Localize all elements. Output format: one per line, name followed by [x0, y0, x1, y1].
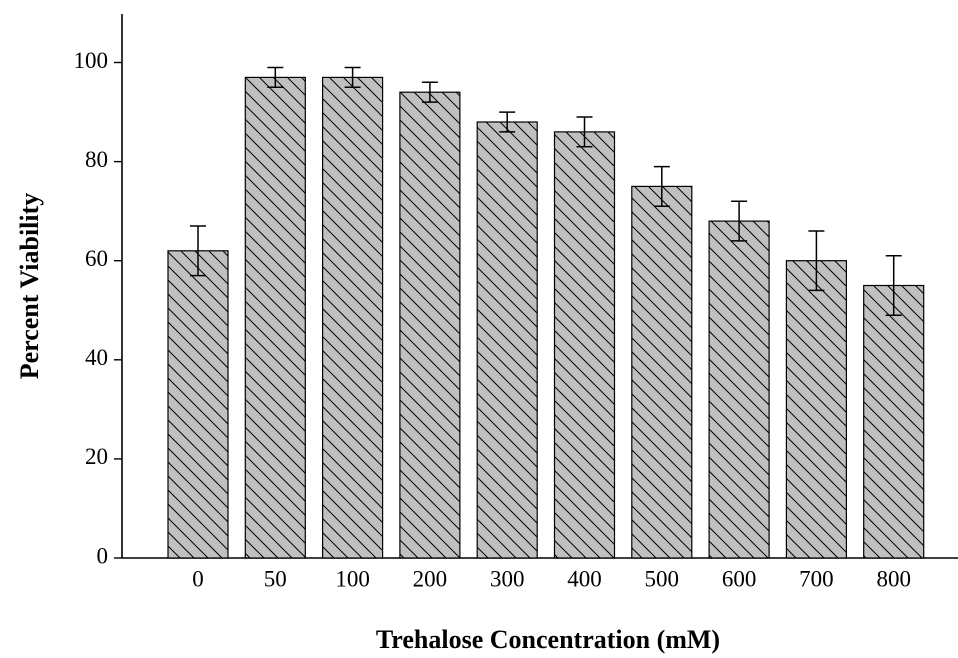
error-bar-400	[576, 116, 593, 148]
error-bar-200	[421, 81, 438, 103]
y-axis-title: Percent Viability	[15, 193, 44, 380]
x-tick-label-200: 200	[413, 566, 448, 591]
x-ticks-layer: 0 50 100 200 300 400 500 600 700 800	[192, 566, 911, 591]
bar-800	[863, 284, 925, 559]
x-tick-label-700: 700	[799, 566, 834, 591]
y-tick-label-80: 80	[85, 147, 108, 172]
y-tick-label-40: 40	[85, 345, 108, 370]
x-tick-label-0: 0	[192, 566, 204, 591]
y-tick-label-100: 100	[74, 48, 109, 73]
y-tick-label-60: 60	[85, 246, 108, 271]
error-bar-300	[499, 111, 516, 133]
error-bars-layer	[190, 66, 902, 316]
error-bar-100	[344, 66, 361, 89]
bar-200	[399, 91, 461, 559]
bar-500	[631, 185, 693, 559]
error-bar-50	[267, 66, 284, 89]
bar-100	[322, 76, 384, 559]
x-tick-label-50: 50	[264, 566, 287, 591]
y-tick-label-0: 0	[97, 543, 109, 568]
bar-400	[553, 131, 616, 559]
bar-300	[476, 121, 538, 559]
error-bar-700	[808, 230, 825, 292]
error-bar-500	[653, 165, 670, 207]
error-bar-600	[731, 200, 748, 242]
bar-0	[167, 250, 229, 559]
x-tick-label-100: 100	[335, 566, 370, 591]
bar-700	[785, 260, 848, 559]
x-tick-label-800: 800	[876, 566, 911, 591]
x-tick-label-600: 600	[722, 566, 757, 591]
y-tick-label-20: 20	[85, 444, 108, 469]
x-tick-label-500: 500	[645, 566, 680, 591]
y-ticks-layer: 0 20 40 60 80 100	[74, 48, 122, 568]
bar-50	[244, 76, 306, 559]
x-tick-label-300: 300	[490, 566, 525, 591]
x-axis-title: Trehalose Concentration (mM)	[376, 625, 720, 654]
error-bar-800	[885, 254, 902, 316]
error-bar-0	[190, 225, 206, 277]
plot-area: 0 20 40 60 80 100 0 50 100 200 300 400 500 600 700 800	[74, 14, 958, 591]
bar-600	[708, 220, 770, 559]
bars-layer	[167, 76, 925, 559]
x-tick-label-400: 400	[567, 566, 602, 591]
